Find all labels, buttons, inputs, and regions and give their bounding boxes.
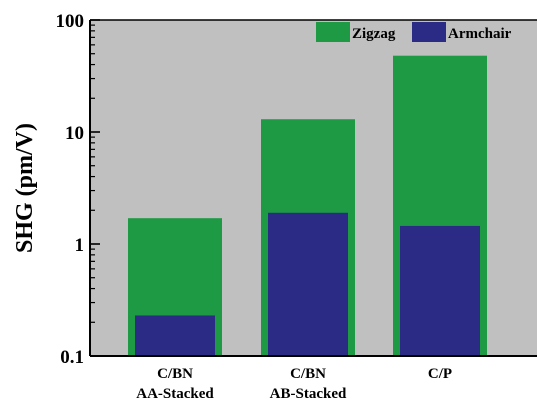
x-categories-group: C/BN AA-Stacked C/BN AB-Stacked C/P bbox=[136, 366, 452, 402]
y-tick-label: 0.1 bbox=[60, 347, 84, 368]
bar-armchair-3 bbox=[400, 226, 480, 356]
x-category-label-line2: AB-Stacked bbox=[270, 386, 347, 402]
y-axis-label: SHG (pm/V) bbox=[12, 123, 38, 253]
bar-armchair-2 bbox=[268, 213, 348, 356]
x-category-label-line1: C/P bbox=[428, 366, 452, 382]
y-tick-label: 10 bbox=[65, 123, 84, 144]
legend-label-zigzag: Zigzag bbox=[352, 26, 396, 42]
bar-armchair-1 bbox=[135, 315, 215, 356]
legend-swatch-armchair bbox=[412, 22, 446, 42]
legend-label-armchair: Armchair bbox=[448, 26, 512, 42]
x-category-label-line2: AA-Stacked bbox=[136, 386, 214, 402]
x-category-label-line1: C/BN bbox=[157, 366, 193, 382]
y-tick-label: 1 bbox=[75, 235, 85, 256]
y-tick-label: 100 bbox=[56, 11, 85, 32]
legend-swatch-zigzag bbox=[316, 22, 350, 42]
x-category-label-line1: C/BN bbox=[290, 366, 326, 382]
